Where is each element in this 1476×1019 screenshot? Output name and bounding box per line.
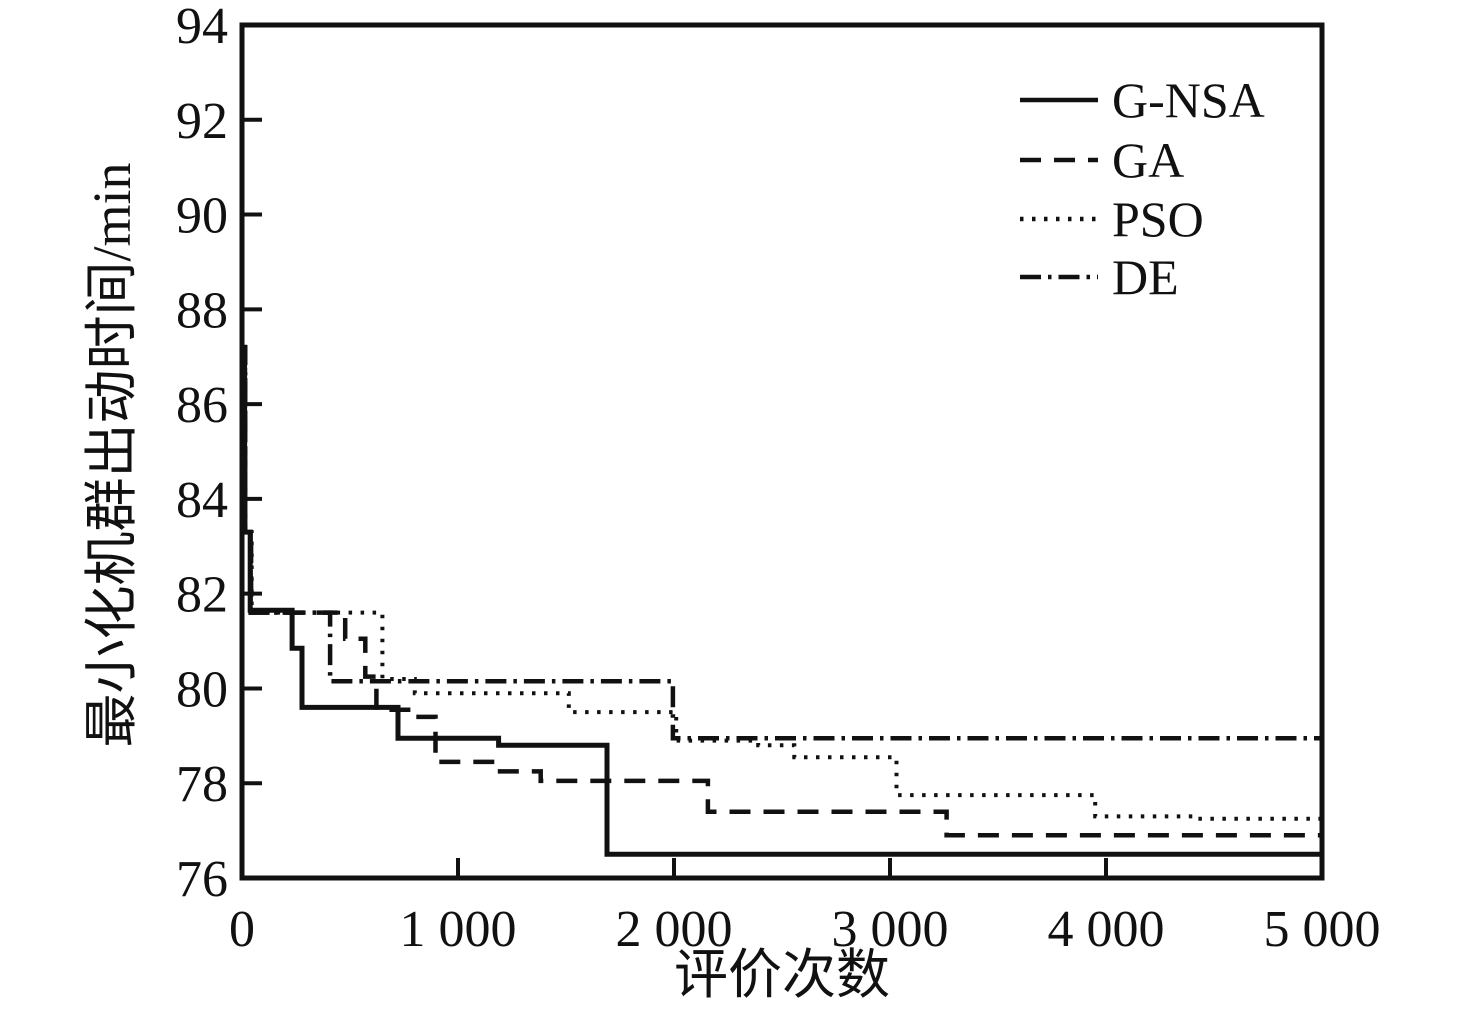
y-tick-label: 78 bbox=[176, 756, 228, 813]
legend-label-pso: PSO bbox=[1112, 191, 1204, 247]
series-pso bbox=[242, 345, 1322, 821]
y-tick-label: 76 bbox=[176, 851, 228, 908]
x-tick-label: 1 000 bbox=[400, 901, 517, 958]
series-curves bbox=[242, 344, 1322, 857]
plot-area bbox=[239, 22, 1325, 881]
x-tick-label: 0 bbox=[229, 901, 255, 958]
series-de bbox=[242, 344, 1322, 741]
y-tick-label: 82 bbox=[176, 567, 228, 624]
legend-item-pso: PSO bbox=[1020, 191, 1204, 247]
legend-label-g-nsa: G-NSA bbox=[1112, 72, 1265, 128]
y-tick-label: 92 bbox=[176, 93, 228, 150]
y-tick-label: 80 bbox=[176, 661, 228, 718]
series-g-nsa bbox=[242, 344, 1322, 857]
x-tick-label: 5 000 bbox=[1264, 901, 1381, 958]
legend-label-de: DE bbox=[1112, 249, 1179, 305]
x-tick-label: 2 000 bbox=[616, 901, 733, 958]
y-tick-label: 90 bbox=[176, 188, 228, 245]
legend-label-ga: GA bbox=[1112, 132, 1184, 188]
x-tick-label: 3 000 bbox=[832, 901, 949, 958]
legend-item-g-nsa: G-NSA bbox=[1020, 72, 1265, 128]
y-tick-label: 86 bbox=[176, 377, 228, 434]
legend-item-ga: GA bbox=[1020, 132, 1184, 188]
legend-item-de: DE bbox=[1020, 249, 1179, 305]
y-tick-label: 84 bbox=[176, 472, 228, 529]
legend: G-NSA GA PSO DE bbox=[1020, 72, 1265, 305]
y-tick-label: 88 bbox=[176, 282, 228, 339]
axis-ticks bbox=[242, 117, 1108, 878]
series-ga bbox=[242, 344, 1322, 838]
x-axis-label: 评价次数 bbox=[674, 945, 890, 1005]
axis-tick-labels: 0 1 000 2 000 3 000 4 000 5 000 76 78 80 82 84 86 88… bbox=[176, 0, 1381, 958]
y-axis-label: 最小化机群出动时间/min bbox=[82, 162, 142, 747]
x-tick-label: 4 000 bbox=[1048, 901, 1165, 958]
y-tick-label: 94 bbox=[176, 0, 228, 55]
